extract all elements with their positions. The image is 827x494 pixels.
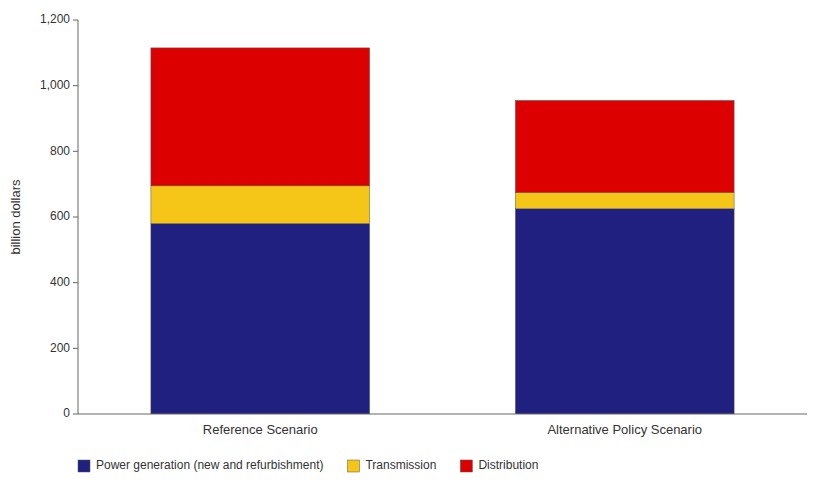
- y-axis-label: billion dollars: [8, 179, 23, 255]
- chart-container: 0 200 400 600 800 1,000 1,200 billion dollars Re…: [0, 0, 827, 494]
- legend-swatch: [78, 460, 90, 472]
- y-axis-line: [78, 20, 79, 414]
- x-tick-label: Reference Scenario: [203, 422, 318, 437]
- legend-swatch: [347, 460, 359, 472]
- x-axis: Reference Scenario Alternative Policy Sce…: [78, 414, 807, 437]
- chart: 0 200 400 600 800 1,000 1,200 billion dollars Re…: [0, 0, 827, 494]
- bar-segment: [515, 100, 734, 192]
- bar-segment: [515, 209, 734, 414]
- y-tick-label: 200: [50, 341, 70, 355]
- bar-segment: [151, 48, 370, 186]
- bar-segment: [151, 186, 370, 224]
- y-tick: [73, 20, 78, 21]
- y-tick: [73, 348, 78, 349]
- y-tick-label: 800: [50, 144, 70, 158]
- y-tick-label: 0: [63, 406, 70, 420]
- y-tick: [73, 85, 78, 86]
- legend-swatch: [460, 460, 472, 472]
- y-tick-label: 600: [50, 209, 70, 223]
- y-tick: [73, 414, 78, 415]
- legend-label: Power generation (new and refurbishment): [96, 458, 323, 472]
- y-tick: [73, 151, 78, 152]
- y-tick-label: 1,000: [40, 78, 70, 92]
- x-tick-label: Alternative Policy Scenario: [547, 422, 702, 437]
- legend: Power generation (new and refurbishment)…: [78, 458, 538, 472]
- y-axis: 0 200 400 600 800 1,000 1,200: [40, 12, 78, 420]
- bar-segment: [151, 224, 370, 414]
- legend-label: Transmission: [365, 458, 436, 472]
- legend-label: Distribution: [478, 458, 538, 472]
- y-tick: [73, 282, 78, 283]
- y-tick-label: 1,200: [40, 12, 70, 26]
- bars: [151, 48, 734, 414]
- x-axis-line: [78, 414, 807, 415]
- y-tick-label: 400: [50, 275, 70, 289]
- bar-segment: [515, 192, 734, 208]
- y-tick: [73, 217, 78, 218]
